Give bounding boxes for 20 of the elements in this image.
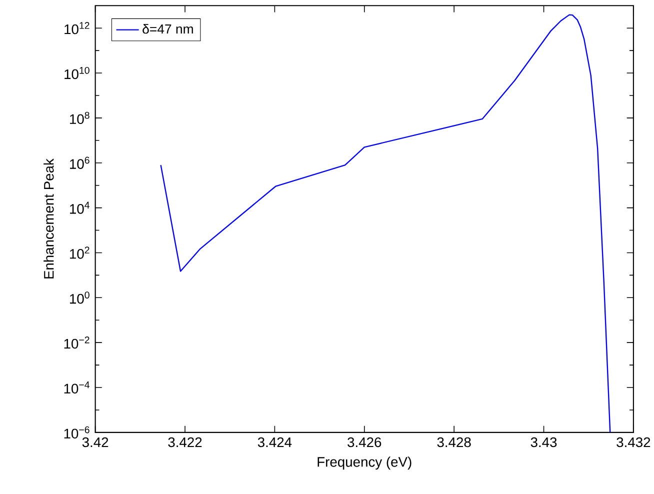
y-tick-label: 10$^{4}$ [70,202,90,214]
y-tick-label: 10$^{2}$ [70,246,90,259]
x-tick-label: 3.422 [168,437,202,448]
y-tick-label: 10$^{0}$ [70,292,90,304]
x-tick-label: 3.432 [616,437,650,448]
y-tick-label: 10$^{−2}$ [64,336,90,349]
y-tick-label: 10$^{6}$ [70,156,90,169]
x-tick-label: 3.42 [82,437,108,448]
x-tick-label: 3.428 [437,437,471,448]
y-tick-label: 10$^{−4}$ [64,381,90,394]
x-tick-label: 3.424 [258,437,292,448]
x-tick-label: 3.43 [530,437,557,448]
y-tick-label: 10$^{8}$ [70,112,90,124]
y-tick-label: 10$^{−6}$ [64,426,90,438]
y-tick-label: 10$^{12}$ [64,22,90,34]
y-axis-title: Enhancement Peak [44,158,54,278]
legend-label: δ=47 nm [142,24,193,34]
y-tick-label: 10$^{10}$ [64,66,90,80]
x-axis-title: Frequency (eV) [318,456,412,470]
x-tick-label: 3.426 [348,437,382,448]
